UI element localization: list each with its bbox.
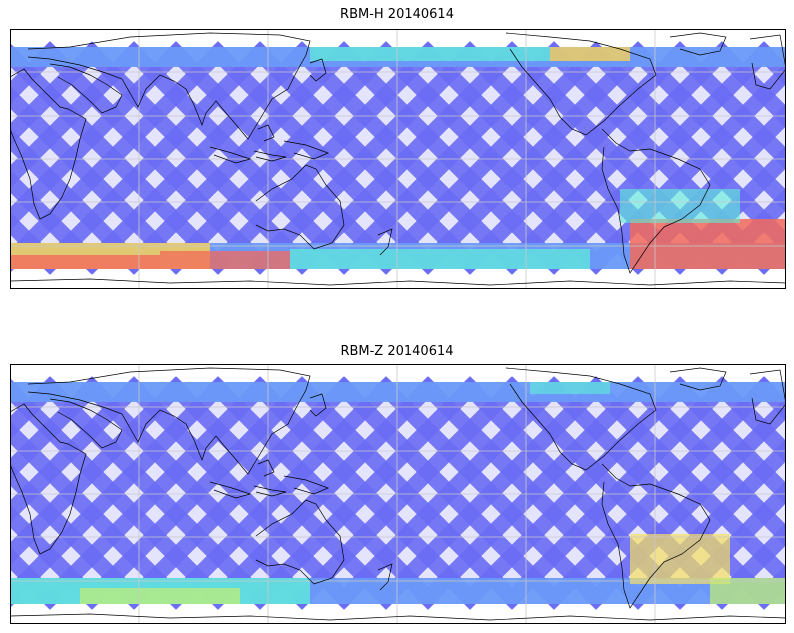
coastline [49,398,123,449]
swath-track-desc [10,376,146,524]
swath-track-desc [248,41,482,275]
coastlines [10,367,786,621]
hotspot-se-edge [620,189,740,223]
swath-track-desc [248,376,482,610]
coastline [601,463,711,609]
coastline [10,403,87,555]
swath-track-desc [10,376,230,608]
north-band [10,382,786,402]
coastline [377,563,393,591]
coastline [253,150,287,162]
coastline [377,228,393,256]
swath-track-desc [374,376,608,610]
coastline [255,499,345,585]
coastline [10,613,786,621]
swath-track-desc [584,396,786,610]
swath-track-desc [416,376,650,610]
panel-title-rbm-h: RBM-H 20140614 [340,7,454,22]
swath-track-desc [416,41,650,275]
coastline [601,128,711,274]
coastline [209,481,252,499]
swath-track-desc [38,41,272,275]
coastline [749,34,786,90]
coastline [669,367,727,391]
swath-track-desc [542,41,776,275]
swath-layer [10,376,786,610]
swath-track-desc [10,41,146,189]
swath-track-desc [290,376,524,610]
swath-track-asc [10,169,104,275]
coastline [209,146,252,164]
swath-track-desc [710,522,786,610]
swath-track-desc [38,376,272,610]
swath-track-asc [710,376,786,464]
swath-map-rbm-h [10,29,786,289]
hotspot-s [160,251,290,269]
coastline [257,124,275,142]
hotspot-sw-core [10,255,160,269]
swath-track-desc [10,376,188,566]
coastline [669,32,727,56]
swath-track-desc [10,376,104,482]
coastline [255,164,345,250]
swath-track-desc [122,41,356,275]
hotspot-n [550,47,630,61]
hotspot-se [630,534,730,584]
hotspot-se [630,219,786,269]
swath-track-desc [10,41,62,105]
swath-track-desc [80,41,314,275]
coastline [257,459,275,477]
swath-track-desc [542,376,776,610]
coastline [749,369,786,425]
coastline [27,367,311,475]
swath-track-desc [164,376,398,610]
swath-track-asc [10,211,62,275]
swath-track-desc [10,41,104,147]
map-frame [10,364,786,624]
swath-layer [10,41,786,275]
swath-track-desc [10,41,188,231]
coastline [10,278,786,286]
swath-track-desc [500,376,734,610]
swath-track-desc [458,376,692,610]
swath-track-desc [164,41,398,275]
swath-track-desc [80,376,314,610]
coastline [505,32,657,136]
swath-track-desc [122,376,356,610]
panel-title-rbm-z: RBM-Z 20140614 [340,344,454,359]
swath-track-asc [10,546,62,610]
coastline [309,58,327,82]
coastline [27,32,311,140]
swath-track-desc [10,41,230,273]
swath-track-desc [500,41,734,275]
swath-track-asc [10,504,104,610]
hotspot-se-edge [710,578,786,604]
hotspot-n [530,382,610,394]
hotspot-s [80,588,240,604]
coastlines [10,32,786,286]
swath-track-desc [10,376,62,440]
swath-track-desc [374,41,608,275]
swath-map-rbm-z [10,364,786,624]
swath-track-desc [332,41,566,275]
hotspot-n-edge [310,47,550,61]
swath-track-desc [584,61,786,275]
coastline [49,63,123,114]
coastline [309,393,327,417]
graticule [10,364,786,624]
hotspot-sc [290,249,590,269]
coastline [10,68,87,220]
swath-track-desc [458,41,692,275]
map-frame [10,29,786,289]
swath-track-desc [290,41,524,275]
coastline [505,367,657,471]
swath-track-asc [710,41,786,129]
swath-track-desc [332,376,566,610]
coastline [283,140,329,160]
coastline [253,485,287,497]
coastline [283,475,329,495]
graticule [10,29,786,289]
